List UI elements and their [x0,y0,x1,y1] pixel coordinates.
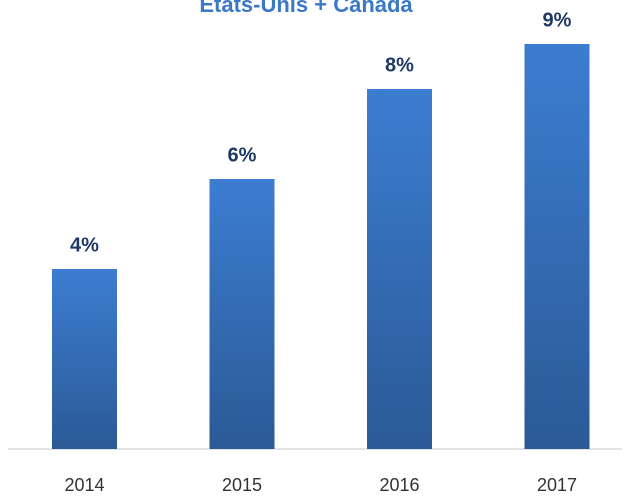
x-tick-label: 2015 [222,475,262,495]
value-label: 6% [228,144,257,166]
value-label: 4% [70,234,99,256]
value-label: 8% [385,54,414,76]
value-label: 9% [543,9,572,31]
x-tick-label: 2014 [64,475,104,495]
x-tick-label: 2016 [379,475,419,495]
bar [524,44,590,449]
bar [209,179,275,449]
bar [52,269,117,449]
x-tick-label: 2017 [537,475,577,495]
chart-title: Etats-Unis + Canada [199,0,413,17]
bar [367,89,432,449]
